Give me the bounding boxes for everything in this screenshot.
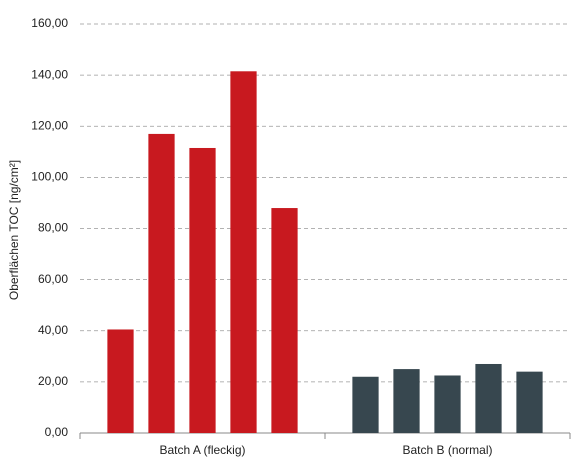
bar (516, 371, 543, 433)
x-tick-label: Batch B (normal) (402, 443, 492, 457)
y-tick-label: 80,00 (38, 221, 68, 235)
y-tick-label: 0,00 (45, 425, 69, 439)
bar (230, 71, 257, 434)
y-tick-label: 140,00 (31, 67, 68, 81)
y-tick-label: 100,00 (31, 170, 68, 184)
y-tick-label: 120,00 (31, 118, 68, 132)
bar (189, 147, 216, 433)
y-tick-label: 60,00 (38, 272, 68, 286)
bar (393, 369, 420, 433)
bar (352, 376, 379, 433)
bar (148, 133, 175, 433)
bar (271, 208, 298, 433)
y-axis-title: Oberflächen TOC [ng/cm²] (7, 160, 21, 300)
y-tick-label: 40,00 (38, 323, 68, 337)
y-tick-label: 160,00 (31, 16, 68, 30)
y-tick-label: 20,00 (38, 374, 68, 388)
bar (107, 329, 134, 433)
x-tick-label: Batch A (fleckig) (159, 443, 245, 457)
bar (434, 375, 461, 433)
bar (475, 363, 502, 433)
